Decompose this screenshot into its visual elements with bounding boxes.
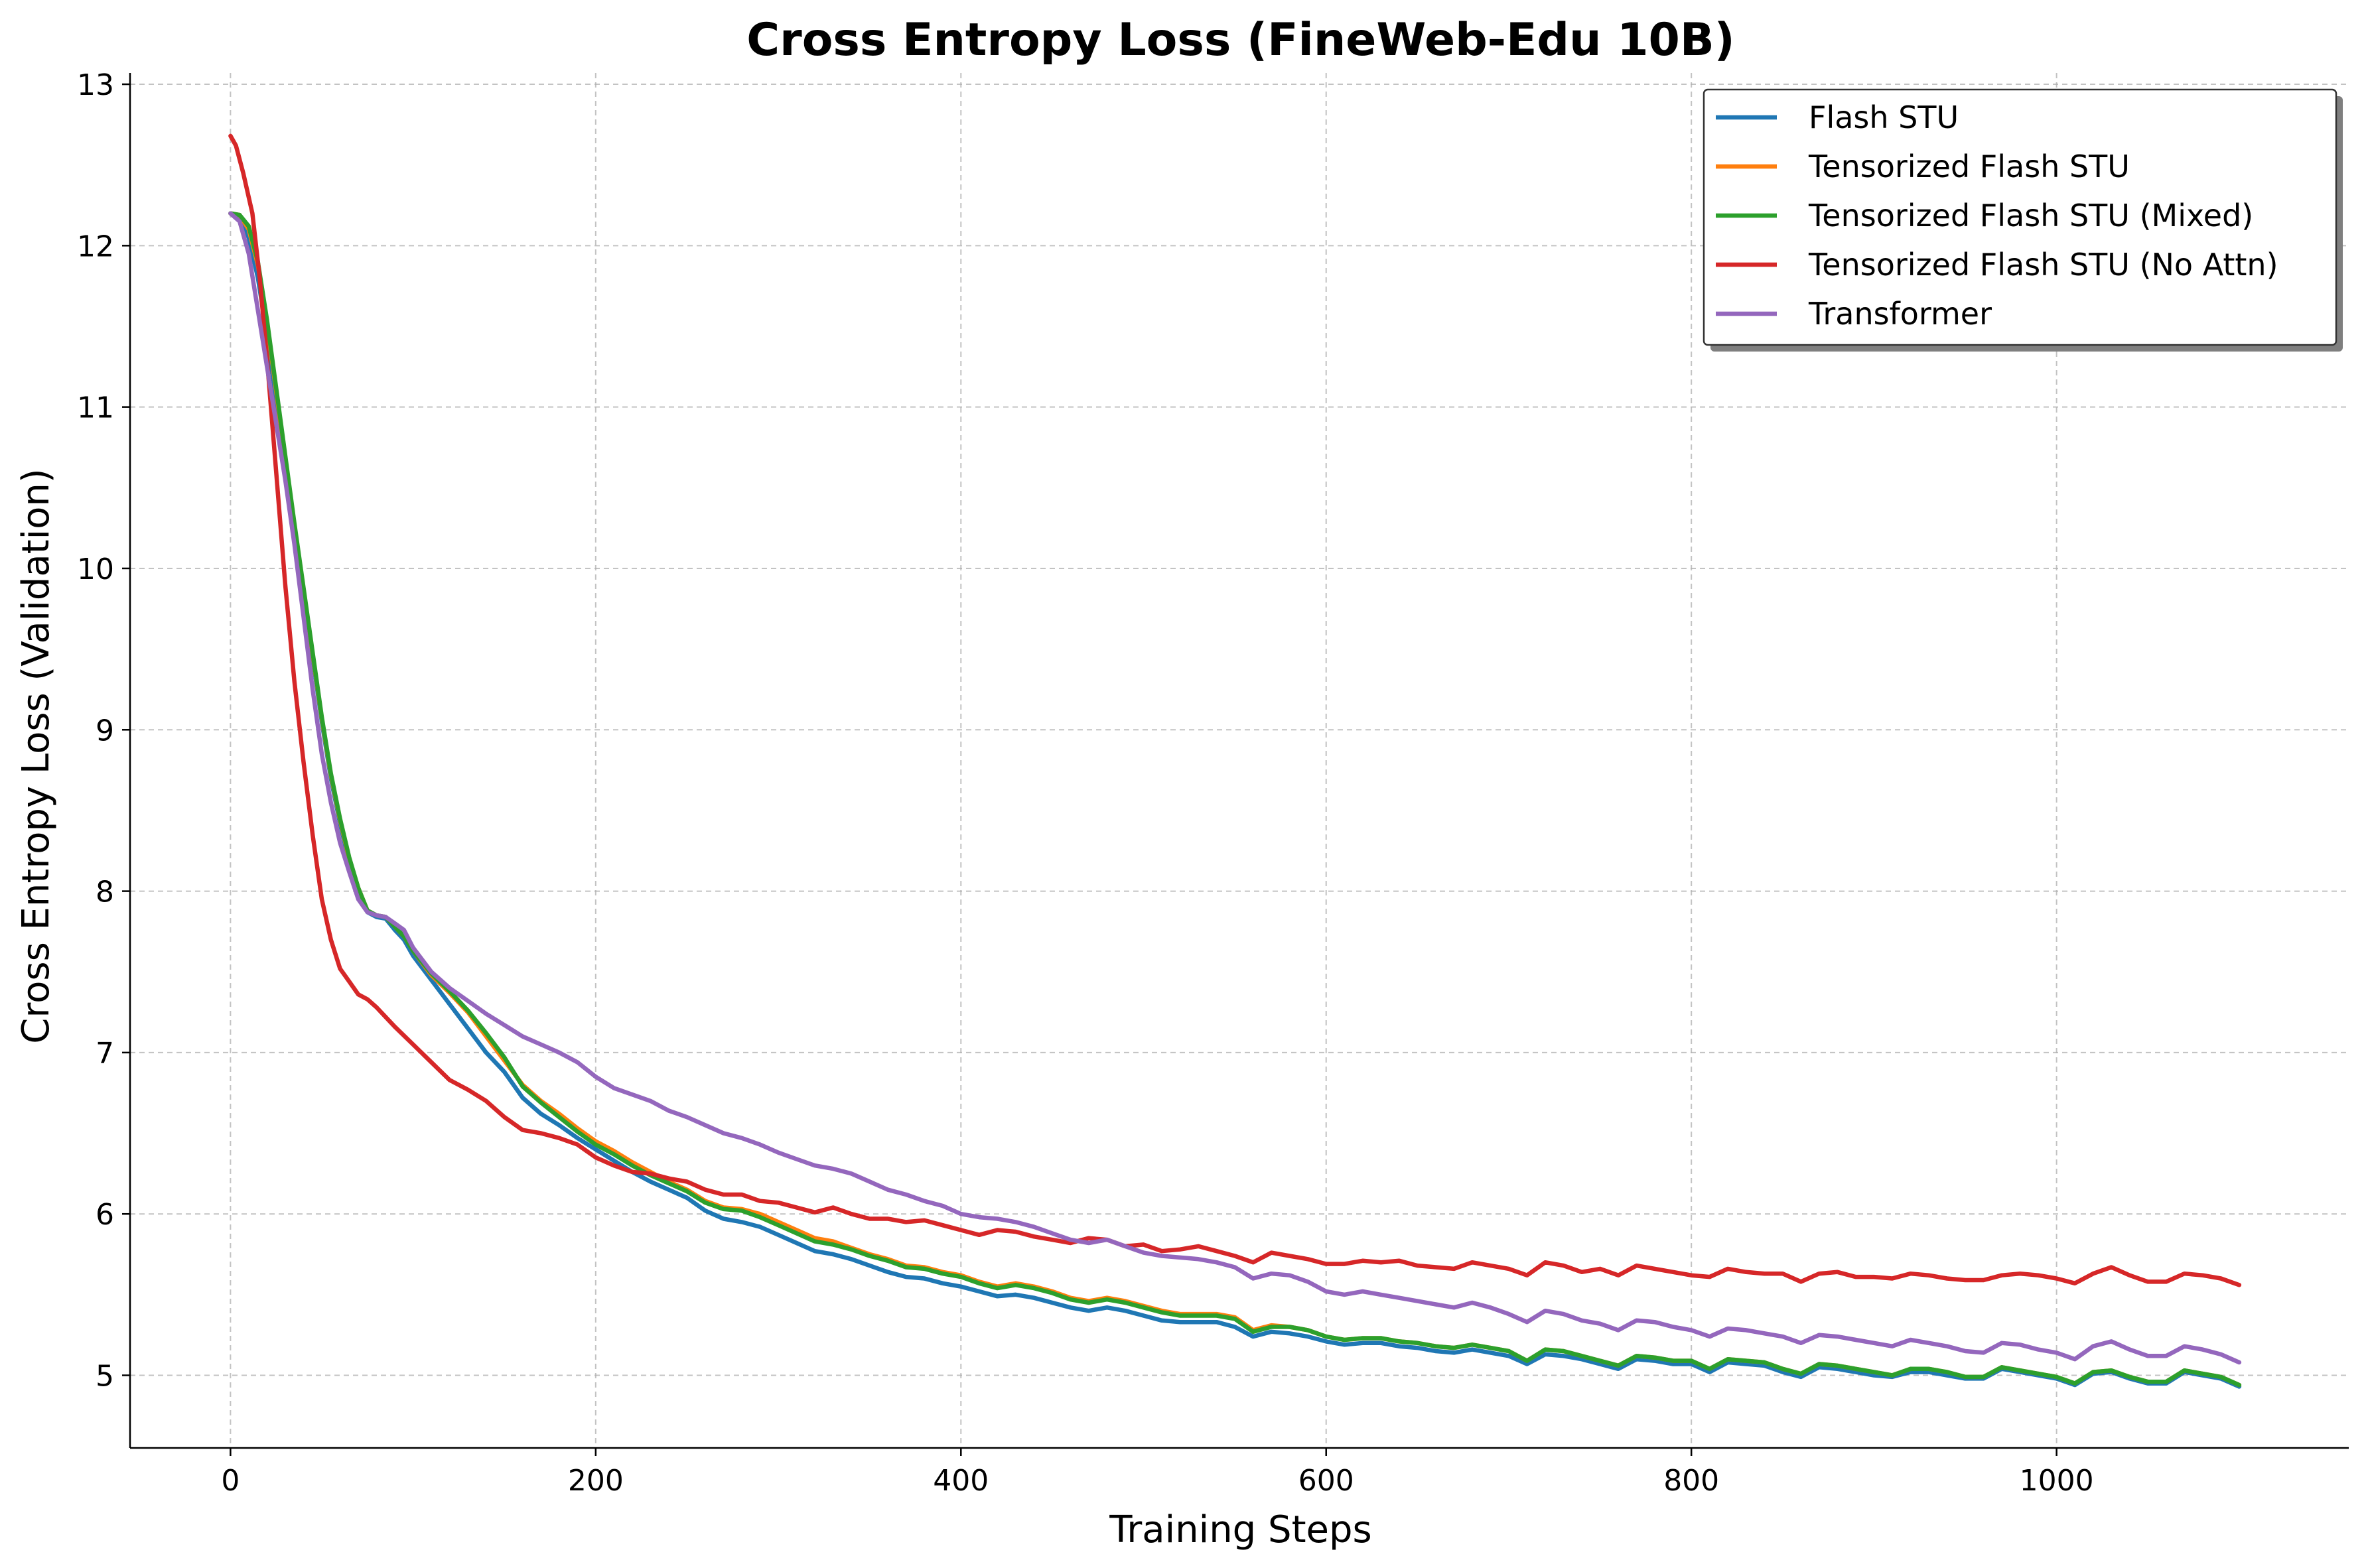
chart-title: Cross Entropy Loss (FineWeb-Edu 10B) <box>746 14 1734 66</box>
y-tick-label: 9 <box>96 714 114 748</box>
series-line-4 <box>228 211 2242 1365</box>
series-layer <box>228 133 2242 1389</box>
x-tick-label: 400 <box>933 1464 989 1498</box>
x-axis-label: Training Steps <box>1109 1508 1371 1551</box>
legend-label: Tensorized Flash STU <box>1808 149 2130 184</box>
y-tick-label: 8 <box>96 876 114 909</box>
legend-box <box>1703 88 2337 346</box>
x-tick-label: 1000 <box>2020 1464 2094 1498</box>
y-tick-label: 7 <box>96 1037 114 1071</box>
legend-label: Flash STU <box>1809 99 1959 135</box>
legend-label: Tensorized Flash STU (Mixed) <box>1808 198 2253 233</box>
y-tick-label: 12 <box>77 229 114 263</box>
x-tick-label: 0 <box>221 1464 240 1498</box>
y-axis-label: Cross Entropy Loss (Validation) <box>15 468 58 1044</box>
x-tick-label: 200 <box>568 1464 624 1498</box>
y-tick-label: 13 <box>77 68 114 102</box>
y-tick-label: 10 <box>77 553 114 586</box>
y-tick-label: 5 <box>96 1360 114 1394</box>
legend-label: Tensorized Flash STU (No Attn) <box>1808 247 2278 283</box>
x-tick-label: 600 <box>1298 1464 1354 1498</box>
y-tick-label: 6 <box>96 1198 114 1232</box>
legend: Flash STU Tensorized Flash STU Tensorized … <box>1703 88 2343 352</box>
series-line-0 <box>228 211 2242 1389</box>
x-tick-label: 800 <box>1663 1464 1719 1498</box>
ticks: 0 200 400 600 800 1000 5 6 7 8 9 10 11 12 13 <box>77 68 2094 1498</box>
series-line-3 <box>228 133 2242 1287</box>
axes <box>129 73 2349 1449</box>
grid <box>130 73 2349 1448</box>
y-tick-label: 11 <box>77 391 114 425</box>
legend-label: Transformer <box>1808 296 1992 332</box>
